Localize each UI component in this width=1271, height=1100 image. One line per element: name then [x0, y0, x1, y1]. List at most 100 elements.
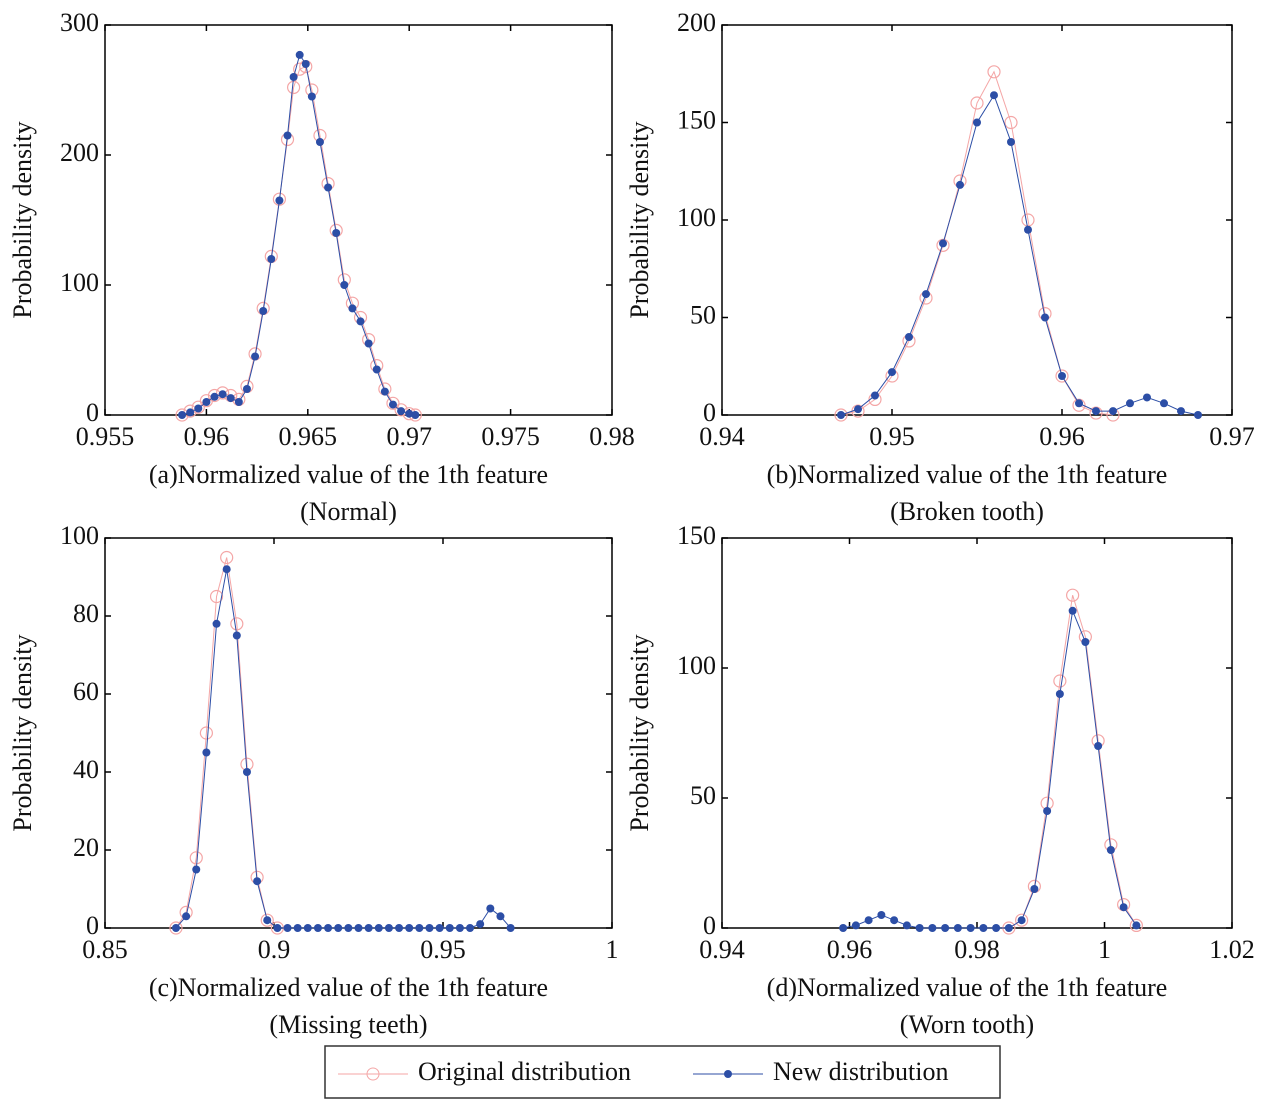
marker	[476, 920, 485, 929]
marker	[226, 394, 235, 403]
marker	[199, 726, 213, 740]
y-tick-label: 150	[677, 105, 716, 134]
x-tick-label: 0.94	[699, 422, 745, 451]
y-axis-label: Probability density	[625, 121, 654, 318]
x-tick-label: 1	[1098, 935, 1111, 964]
marker	[293, 62, 307, 76]
marker	[340, 281, 349, 289]
marker	[267, 255, 276, 263]
marker	[315, 138, 324, 146]
marker	[506, 924, 515, 932]
marker	[956, 180, 964, 189]
marker	[218, 390, 227, 399]
marker	[979, 924, 988, 932]
x-tick-label: 0.98	[954, 935, 1000, 964]
marker	[992, 924, 1001, 932]
marker	[1024, 225, 1032, 234]
marker	[987, 65, 1001, 79]
marker	[220, 550, 234, 565]
marker	[182, 912, 191, 921]
legend-label: New distribution	[773, 1057, 949, 1086]
series-line	[1008, 595, 1137, 929]
y-tick-label: 100	[60, 521, 99, 550]
marker	[394, 403, 408, 417]
marker	[374, 924, 383, 932]
marker	[1081, 638, 1090, 646]
y-tick-label: 0	[703, 911, 716, 940]
marker	[1089, 406, 1103, 420]
series-line	[175, 569, 511, 929]
marker	[445, 924, 454, 932]
y-axis-label: Probability density	[8, 121, 37, 318]
marker	[1015, 913, 1029, 927]
marker	[212, 619, 221, 628]
plot-frame	[104, 537, 613, 929]
marker	[455, 924, 464, 932]
marker	[877, 911, 886, 919]
y-tick-label: 0	[86, 911, 99, 940]
x-tick-label: 0.94	[699, 935, 745, 964]
marker	[388, 400, 397, 409]
marker	[380, 387, 389, 396]
x-tick-label: 1.02	[1209, 935, 1255, 964]
marker	[275, 196, 284, 205]
legend-marker	[724, 1070, 732, 1078]
y-tick-label: 50	[690, 781, 716, 810]
marker	[905, 333, 913, 341]
marker	[242, 768, 251, 776]
marker	[222, 565, 231, 574]
marker	[890, 916, 899, 925]
series-line	[840, 94, 1199, 416]
marker	[364, 924, 373, 932]
marker	[263, 916, 272, 925]
marker	[273, 924, 282, 932]
marker	[973, 118, 981, 127]
marker	[1160, 399, 1168, 408]
marker	[466, 924, 475, 932]
marker	[356, 317, 365, 326]
legend-marker	[366, 1067, 380, 1081]
marker	[990, 91, 998, 100]
marker	[1066, 588, 1080, 602]
marker	[332, 229, 341, 237]
marker	[415, 924, 424, 932]
legend: Original distribution New distribution	[338, 1057, 949, 1086]
marker	[386, 396, 400, 410]
series-line	[181, 65, 416, 416]
marker	[1053, 674, 1067, 688]
legend-label: Original distribution	[418, 1057, 631, 1086]
x-axis-subtitle: (Normal)	[300, 497, 397, 526]
y-tick-label: 100	[677, 651, 716, 680]
marker	[301, 60, 310, 68]
marker	[295, 50, 304, 59]
marker	[194, 404, 203, 413]
marker	[1068, 606, 1077, 615]
marker	[1094, 742, 1103, 750]
marker	[354, 924, 363, 932]
x-tick-label: 0.95	[420, 935, 466, 964]
plot-frame	[721, 24, 1233, 416]
marker	[1004, 115, 1018, 130]
marker	[260, 913, 274, 927]
marker	[1132, 921, 1141, 930]
marker	[936, 238, 950, 252]
x-tick-label: 0.9	[258, 935, 291, 964]
marker	[169, 921, 183, 935]
marker	[1106, 846, 1115, 854]
marker	[344, 924, 353, 932]
y-tick-label: 200	[677, 8, 716, 37]
marker	[1072, 398, 1086, 412]
marker	[242, 385, 251, 393]
x-tick-label: 0.97	[1209, 422, 1255, 451]
marker	[966, 924, 975, 932]
marker	[1007, 138, 1015, 146]
marker	[334, 924, 343, 932]
y-tick-label: 150	[677, 521, 716, 550]
marker	[1075, 399, 1083, 408]
marker	[202, 748, 211, 757]
x-axis-subtitle: (Worn tooth)	[900, 1010, 1034, 1039]
marker	[1004, 924, 1013, 932]
plot-frame	[104, 24, 613, 416]
x-tick-label: 0.96	[827, 935, 873, 964]
x-tick-label: 0.975	[481, 422, 540, 451]
